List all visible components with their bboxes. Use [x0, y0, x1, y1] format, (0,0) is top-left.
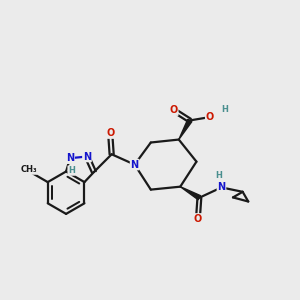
Text: N: N [130, 160, 139, 170]
Text: H: H [68, 166, 75, 175]
Text: CH₃: CH₃ [20, 165, 37, 174]
Text: H: H [221, 105, 228, 114]
Polygon shape [179, 119, 192, 140]
Text: O: O [206, 112, 214, 122]
Text: H: H [215, 170, 222, 179]
Text: O: O [194, 214, 202, 224]
Polygon shape [180, 187, 201, 200]
Text: N: N [218, 182, 226, 192]
Text: N: N [66, 153, 74, 163]
Text: O: O [106, 128, 114, 138]
Text: N: N [83, 152, 91, 161]
Text: O: O [169, 105, 178, 115]
